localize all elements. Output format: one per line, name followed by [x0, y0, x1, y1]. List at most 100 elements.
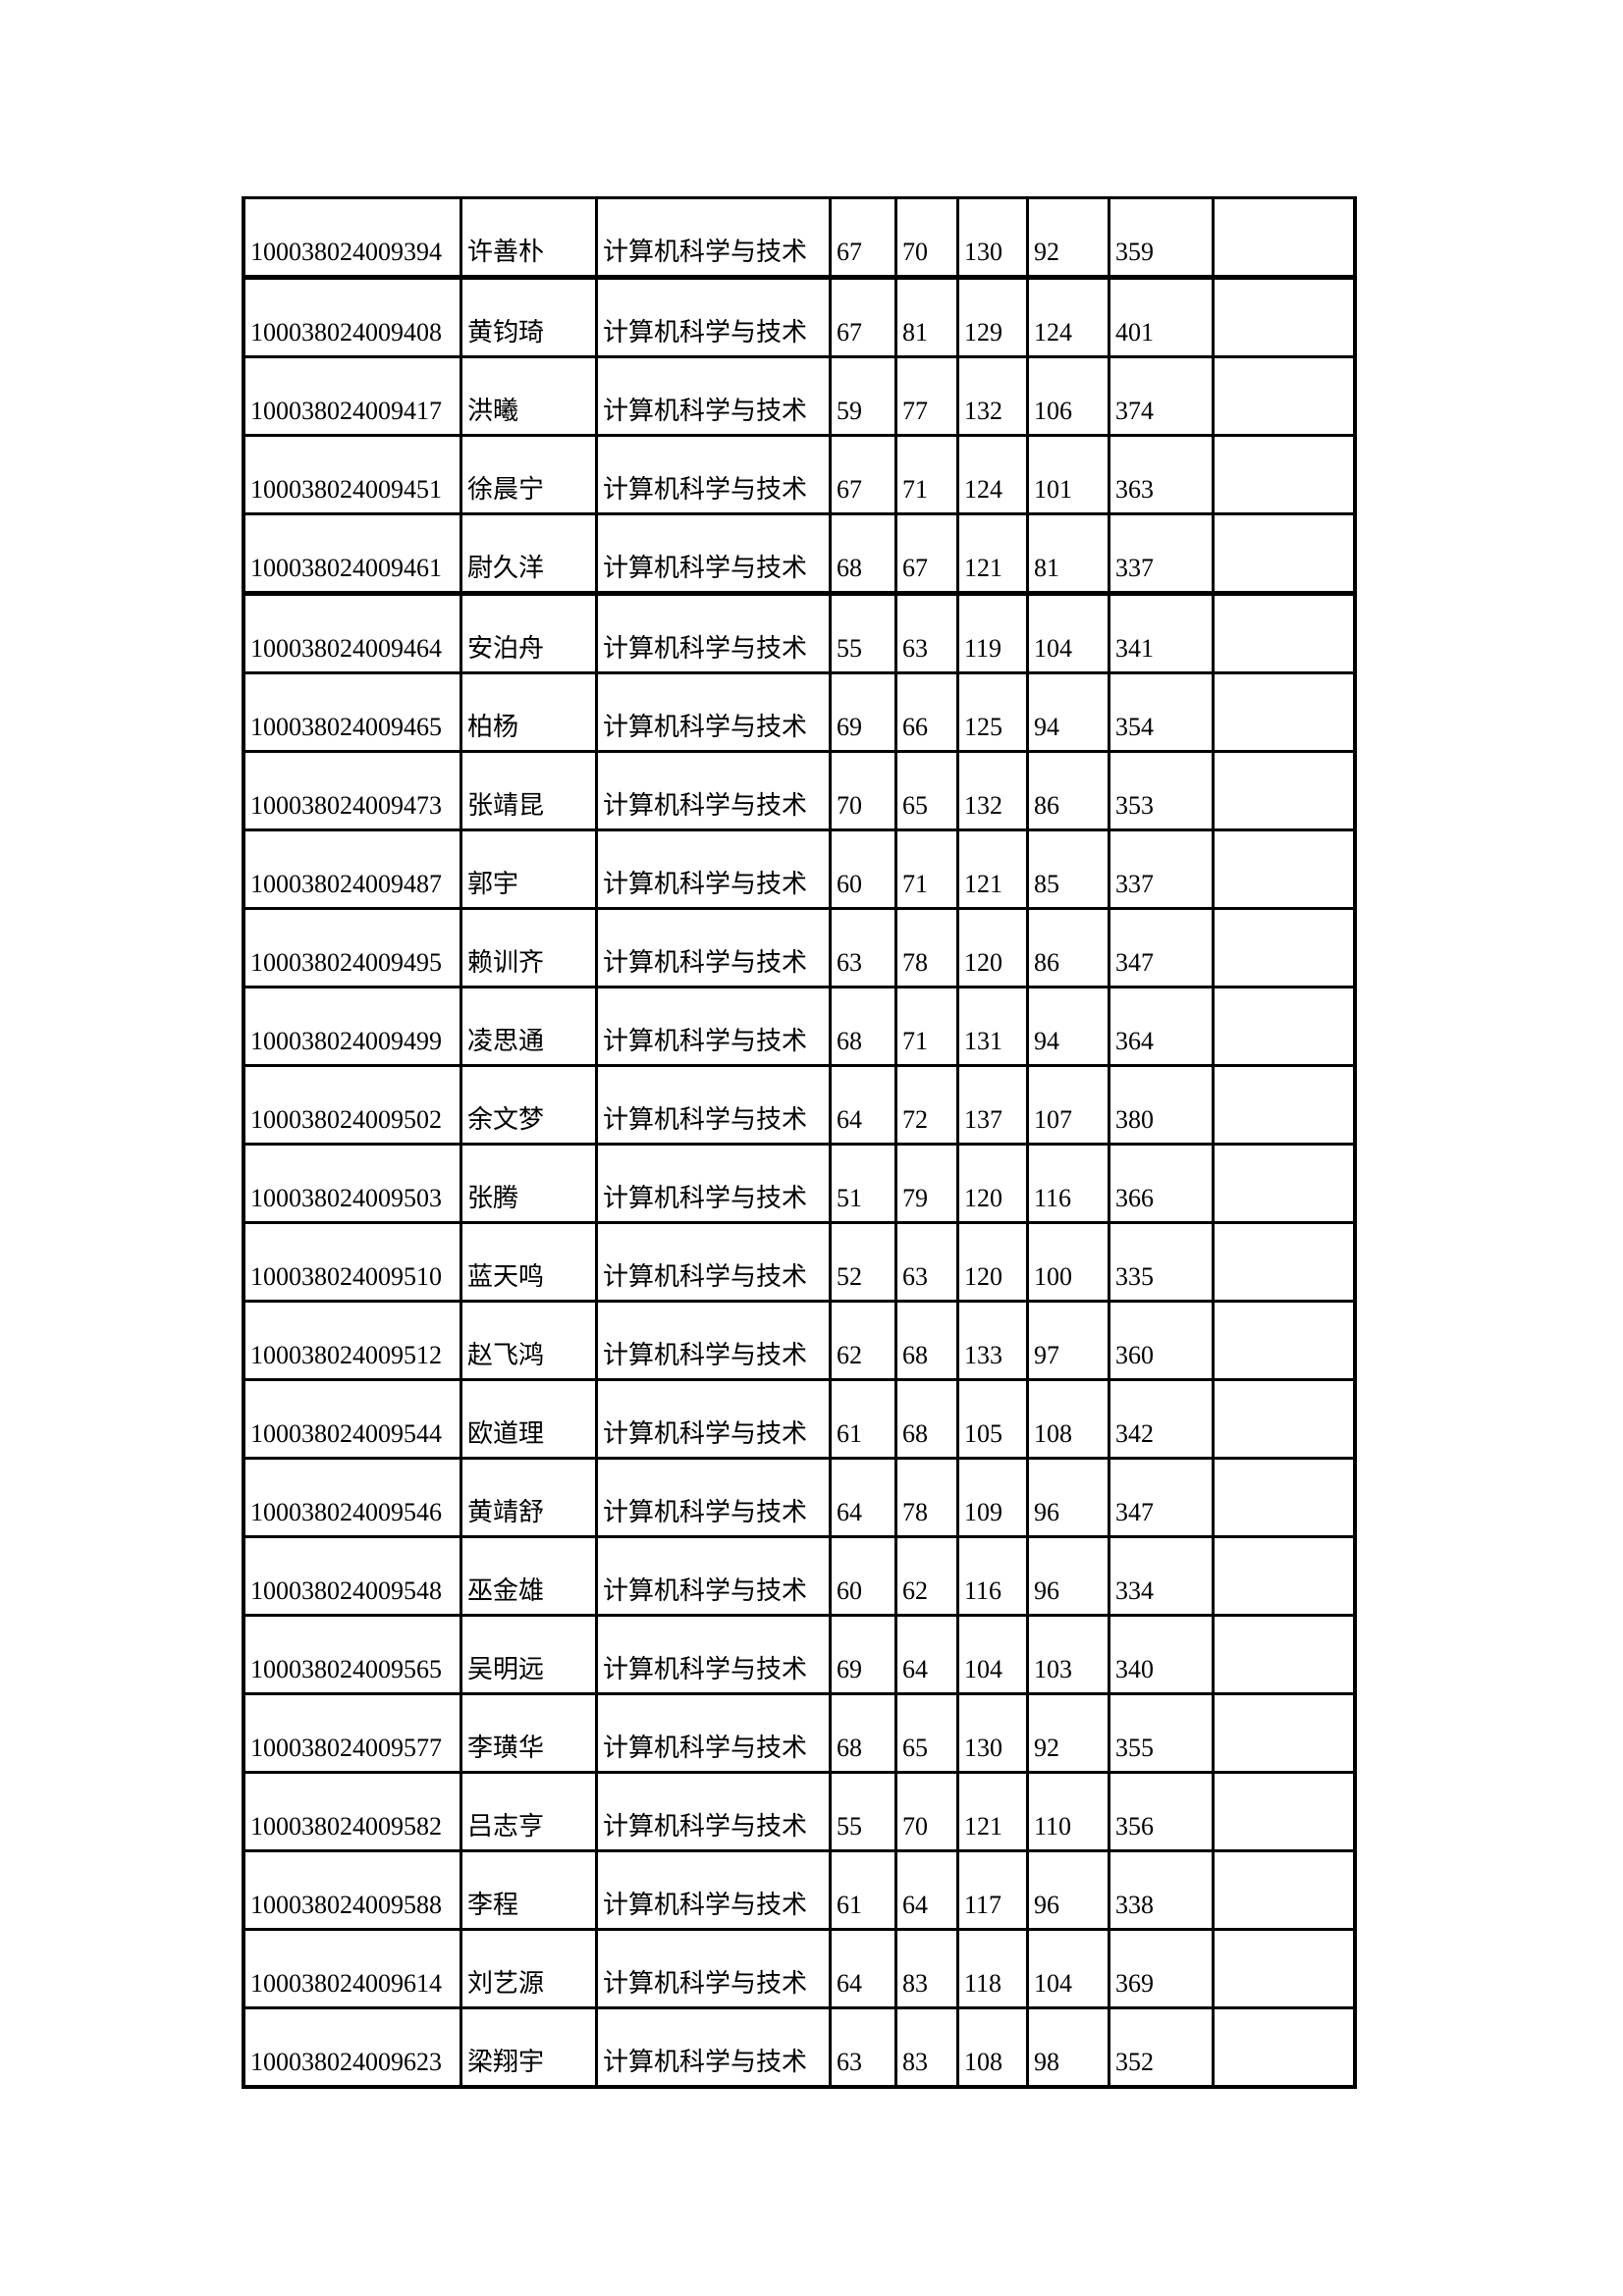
table-row: 100038024009510 蓝天鸣 计算机科学与技术 52 63 120 100 335 — [245, 1224, 1353, 1303]
table-cell-score-3: 105 — [959, 1381, 1029, 1457]
table-cell-score-4: 101 — [1029, 437, 1110, 512]
table-row: 100038024009465 柏杨 计算机科学与技术 69 66 125 94 354 — [245, 674, 1353, 753]
table-cell-score-3: 120 — [959, 1146, 1029, 1221]
table-cell-score-3: 121 — [959, 1774, 1029, 1849]
table-row: 100038024009614 刘艺源 计算机科学与技术 64 83 118 104 369 — [245, 1931, 1353, 2009]
table-cell-blank — [1215, 1067, 1353, 1143]
table-cell-candidate-id: 100038024009512 — [245, 1303, 462, 1378]
table-row: 100038024009473 张靖昆 计算机科学与技术 70 65 132 86 353 — [245, 753, 1353, 831]
table-cell-name: 吴明远 — [462, 1617, 598, 1692]
table-cell-score-4: 108 — [1029, 1381, 1110, 1457]
table-cell-major: 计算机科学与技术 — [598, 1695, 832, 1771]
table-cell-score-1: 52 — [832, 1224, 897, 1300]
table-cell-score-1: 64 — [832, 1931, 897, 2006]
table-row: 100038024009487 郭宇 计算机科学与技术 60 71 121 85 337 — [245, 831, 1353, 910]
table-cell-candidate-id: 100038024009546 — [245, 1460, 462, 1535]
table-cell-name: 黄靖舒 — [462, 1460, 598, 1535]
table-cell-candidate-id: 100038024009464 — [245, 596, 462, 671]
table-cell-score-1: 60 — [832, 831, 897, 907]
table-cell-name: 柏杨 — [462, 674, 598, 750]
table-cell-name: 凌思通 — [462, 988, 598, 1064]
table-cell-score-3: 130 — [959, 199, 1029, 275]
table-cell-score-1: 70 — [832, 753, 897, 828]
table-cell-blank — [1215, 1460, 1353, 1535]
table-cell-blank — [1215, 1381, 1353, 1457]
table-cell-score-4: 96 — [1029, 1852, 1110, 1928]
table-row: 100038024009408 黄钧琦 计算机科学与技术 67 81 129 124 401 — [245, 280, 1353, 358]
table-cell-score-3: 121 — [959, 515, 1029, 591]
table-cell-major: 计算机科学与技术 — [598, 1774, 832, 1849]
table-cell-total: 354 — [1110, 674, 1215, 750]
table-cell-name: 张腾 — [462, 1146, 598, 1221]
table-cell-total: 347 — [1110, 1460, 1215, 1535]
table-row: 100038024009565 吴明远 计算机科学与技术 69 64 104 103 340 — [245, 1617, 1353, 1695]
table-cell-total: 359 — [1110, 199, 1215, 275]
scores-table: 100038024009394 许善朴 计算机科学与技术 67 70 130 92 359 10… — [242, 196, 1357, 2089]
table-cell-score-1: 64 — [832, 1067, 897, 1143]
table-cell-score-4: 106 — [1029, 358, 1110, 434]
table-cell-score-4: 85 — [1029, 831, 1110, 907]
table-cell-name: 郭宇 — [462, 831, 598, 907]
table-cell-major: 计算机科学与技术 — [598, 1931, 832, 2006]
table-cell-major: 计算机科学与技术 — [598, 515, 832, 591]
table-cell-name: 徐晨宁 — [462, 437, 598, 512]
table-cell-blank — [1215, 1852, 1353, 1928]
table-cell-candidate-id: 100038024009582 — [245, 1774, 462, 1849]
table-cell-name: 梁翔宇 — [462, 2009, 598, 2085]
table-cell-blank — [1215, 1774, 1353, 1849]
table-cell-candidate-id: 100038024009577 — [245, 1695, 462, 1771]
table-cell-major: 计算机科学与技术 — [598, 1460, 832, 1535]
table-cell-score-4: 104 — [1029, 596, 1110, 671]
table-cell-total: 353 — [1110, 753, 1215, 828]
table-cell-score-3: 116 — [959, 1538, 1029, 1614]
table-cell-total: 380 — [1110, 1067, 1215, 1143]
table-cell-total: 335 — [1110, 1224, 1215, 1300]
table-cell-name: 蓝天鸣 — [462, 1224, 598, 1300]
table-cell-total: 342 — [1110, 1381, 1215, 1457]
table-cell-candidate-id: 100038024009565 — [245, 1617, 462, 1692]
table-cell-total: 360 — [1110, 1303, 1215, 1378]
table-cell-major: 计算机科学与技术 — [598, 1852, 832, 1928]
table-cell-name: 余文梦 — [462, 1067, 598, 1143]
table-cell-candidate-id: 100038024009588 — [245, 1852, 462, 1928]
table-cell-blank — [1215, 1224, 1353, 1300]
table-cell-candidate-id: 100038024009614 — [245, 1931, 462, 2006]
table-cell-total: 334 — [1110, 1538, 1215, 1614]
table-cell-score-1: 68 — [832, 515, 897, 591]
table-cell-score-2: 77 — [897, 358, 959, 434]
table-cell-name: 安泊舟 — [462, 596, 598, 671]
table-cell-score-3: 121 — [959, 831, 1029, 907]
table-cell-score-4: 92 — [1029, 199, 1110, 275]
table-row: 100038024009577 李璜华 计算机科学与技术 68 65 130 92 355 — [245, 1695, 1353, 1774]
table-cell-score-1: 69 — [832, 674, 897, 750]
table-cell-score-4: 103 — [1029, 1617, 1110, 1692]
table-cell-score-4: 96 — [1029, 1538, 1110, 1614]
table-row: 100038024009461 尉久洋 计算机科学与技术 68 67 121 81 337 — [245, 515, 1353, 596]
table-cell-score-2: 83 — [897, 1931, 959, 2006]
table-row: 100038024009499 凌思通 计算机科学与技术 68 71 131 94 364 — [245, 988, 1353, 1067]
table-cell-major: 计算机科学与技术 — [598, 2009, 832, 2085]
table-cell-score-2: 70 — [897, 1774, 959, 1849]
table-cell-score-1: 62 — [832, 1303, 897, 1378]
table-cell-score-1: 63 — [832, 2009, 897, 2085]
table-cell-total: 347 — [1110, 910, 1215, 986]
table-cell-major: 计算机科学与技术 — [598, 1146, 832, 1221]
table-cell-candidate-id: 100038024009394 — [245, 199, 462, 275]
table-cell-score-1: 68 — [832, 988, 897, 1064]
table-cell-candidate-id: 100038024009465 — [245, 674, 462, 750]
table-cell-score-1: 69 — [832, 1617, 897, 1692]
table-cell-score-4: 116 — [1029, 1146, 1110, 1221]
table-cell-total: 369 — [1110, 1931, 1215, 2006]
table-cell-blank — [1215, 831, 1353, 907]
table-cell-candidate-id: 100038024009623 — [245, 2009, 462, 2085]
table-cell-score-1: 59 — [832, 358, 897, 434]
table-cell-score-3: 120 — [959, 1224, 1029, 1300]
table-cell-candidate-id: 100038024009510 — [245, 1224, 462, 1300]
table-cell-total: 341 — [1110, 596, 1215, 671]
table-cell-score-1: 51 — [832, 1146, 897, 1221]
table-cell-score-2: 64 — [897, 1852, 959, 1928]
table-cell-score-3: 117 — [959, 1852, 1029, 1928]
table-cell-name: 赵飞鸿 — [462, 1303, 598, 1378]
table-cell-score-2: 67 — [897, 515, 959, 591]
table-cell-total: 338 — [1110, 1852, 1215, 1928]
